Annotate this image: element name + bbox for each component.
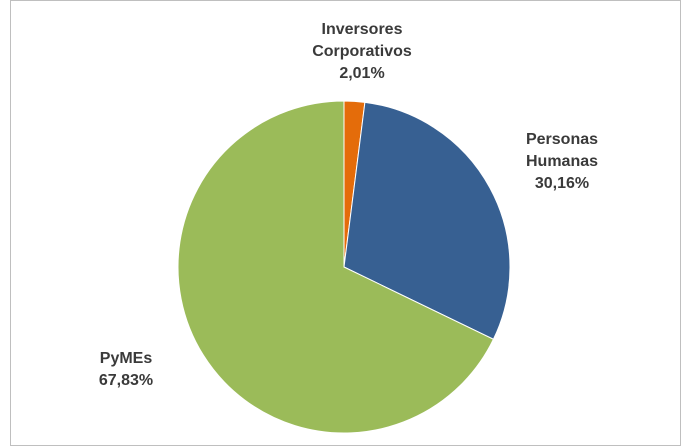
pie-slice-1 [343,101,511,340]
pie-slices [177,100,511,434]
pie-chart: Inversores Corporativos 2,01% Personas Human… [99,21,598,434]
slice-category-label: Humanas [526,153,598,170]
slice-label-0: Inversores Corporativos 2,01% [312,21,412,82]
pie-slice-2 [177,100,495,434]
slice-category-label: Inversores [322,21,403,38]
slice-label-2: PyMEs 67,83% [99,350,153,389]
slice-value-label: 30,16% [535,175,589,192]
slice-label-1: Personas Humanas 30,16% [526,131,598,192]
slice-category-label: Personas [526,131,598,148]
slice-category-label: PyMEs [100,350,153,367]
slice-labels: Inversores Corporativos 2,01% Personas Human… [99,21,598,389]
slice-value-label: 2,01% [339,65,384,82]
slice-value-label: 67,83% [99,372,153,389]
slice-category-label: Corporativos [312,43,412,60]
